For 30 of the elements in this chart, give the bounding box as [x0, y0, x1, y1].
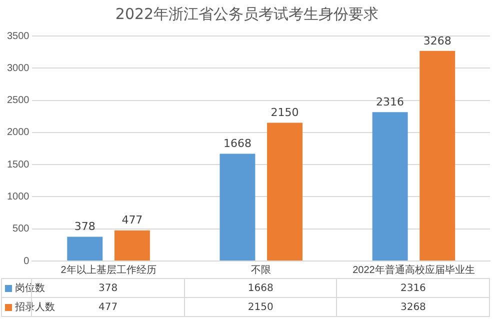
y-tick-label: 1000 [6, 191, 30, 202]
y-tick-label: 2500 [6, 95, 30, 106]
x-tick-label: 2022年普通高校应届毕业生 [352, 264, 475, 276]
text: 2150 [184, 297, 338, 317]
data-label: 477 [122, 214, 143, 227]
text: 3268 [336, 297, 490, 317]
bar [267, 122, 303, 260]
y-tick-label: 500 [12, 224, 30, 235]
text: 477 [98, 302, 118, 313]
x-tick-label: 2年以上基层工作经历 [60, 264, 156, 276]
bar [67, 236, 103, 260]
y-tick-label: 1500 [6, 159, 30, 170]
text: 378 [98, 283, 118, 294]
data-label: 1668 [223, 137, 252, 150]
y-tick-label: 3000 [6, 62, 30, 74]
chart-title: 2022年浙江省公务员考试考生身份要求 [115, 4, 379, 23]
bar [114, 230, 150, 260]
data-label: 3268 [423, 34, 452, 48]
bar [420, 50, 456, 260]
y-tick-label: 2000 [6, 127, 30, 138]
text: 2316 [336, 278, 490, 298]
y-tick-label: 3500 [6, 30, 30, 42]
bar [372, 112, 408, 260]
x-tick-label: 不限 [251, 264, 272, 276]
data-label: 378 [74, 220, 96, 234]
data-label: 2316 [376, 95, 404, 108]
text: 1668 [184, 278, 338, 298]
y-tick-label: 0 [24, 256, 30, 267]
bar [220, 154, 256, 260]
data-label: 2150 [270, 106, 299, 120]
